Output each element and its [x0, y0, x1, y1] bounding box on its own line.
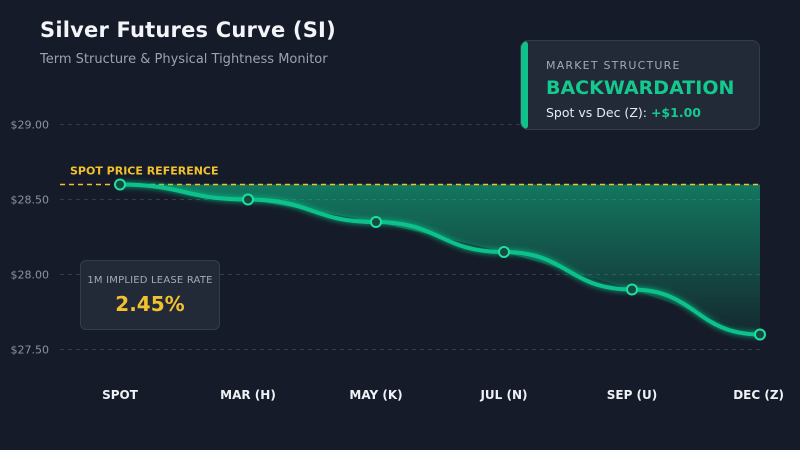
spread-label: Spot vs Dec (Z):	[546, 105, 647, 120]
spread-line: Spot vs Dec (Z): +$1.00	[546, 105, 701, 120]
market-structure-label: MARKET STRUCTURE	[546, 59, 681, 72]
page-title: Silver Futures Curve (SI)	[40, 18, 336, 42]
data-point	[370, 216, 382, 228]
market-structure-card: MARKET STRUCTURE BACKWARDATION Spot vs D…	[520, 40, 760, 130]
spot-reference-label: SPOT PRICE REFERENCE	[70, 165, 219, 178]
x-tick-label: MAY (K)	[349, 388, 402, 402]
reference-layer: SPOT PRICE REFERENCE	[60, 165, 760, 186]
lease-rate-value: 2.45%	[115, 292, 185, 316]
page-subtitle: Term Structure & Physical Tightness Moni…	[40, 52, 328, 67]
x-tick-label: SEP (U)	[607, 388, 658, 402]
market-structure-value: BACKWARDATION	[546, 77, 735, 99]
x-tick-label: JUL (N)	[479, 388, 527, 402]
line-layer	[118, 182, 762, 337]
y-tick-label: $27.50	[11, 344, 50, 357]
x-tick-label: SPOT	[102, 388, 139, 402]
x-tick-label: DEC (Z)	[733, 388, 784, 402]
data-point	[498, 246, 510, 258]
point-layer	[114, 178, 766, 341]
area-layer	[120, 184, 760, 335]
y-tick-label: $29.00	[11, 119, 50, 132]
x-tick-label: MAR (H)	[220, 388, 276, 402]
lease-rate-label: 1M IMPLIED LEASE RATE	[87, 275, 213, 286]
spread-value: +$1.00	[650, 105, 701, 120]
data-point	[626, 283, 638, 296]
x-axis: SPOT MAR (H) MAY (K) JUL (N) SEP (U) DEC (Z)	[102, 388, 784, 402]
data-point	[114, 178, 126, 191]
curve-area	[120, 184, 760, 335]
lease-rate-card: 1M IMPLIED LEASE RATE 2.45%	[80, 260, 220, 330]
y-tick-label: $28.50	[11, 194, 50, 207]
market-structure-accent-bar	[521, 41, 528, 129]
series-line	[118, 182, 762, 337]
data-point	[242, 193, 254, 206]
y-tick-label: $28.00	[11, 269, 50, 282]
grid-layer: $27.50 $28.00 $28.50 $29.00	[11, 119, 760, 357]
data-point	[754, 328, 766, 341]
